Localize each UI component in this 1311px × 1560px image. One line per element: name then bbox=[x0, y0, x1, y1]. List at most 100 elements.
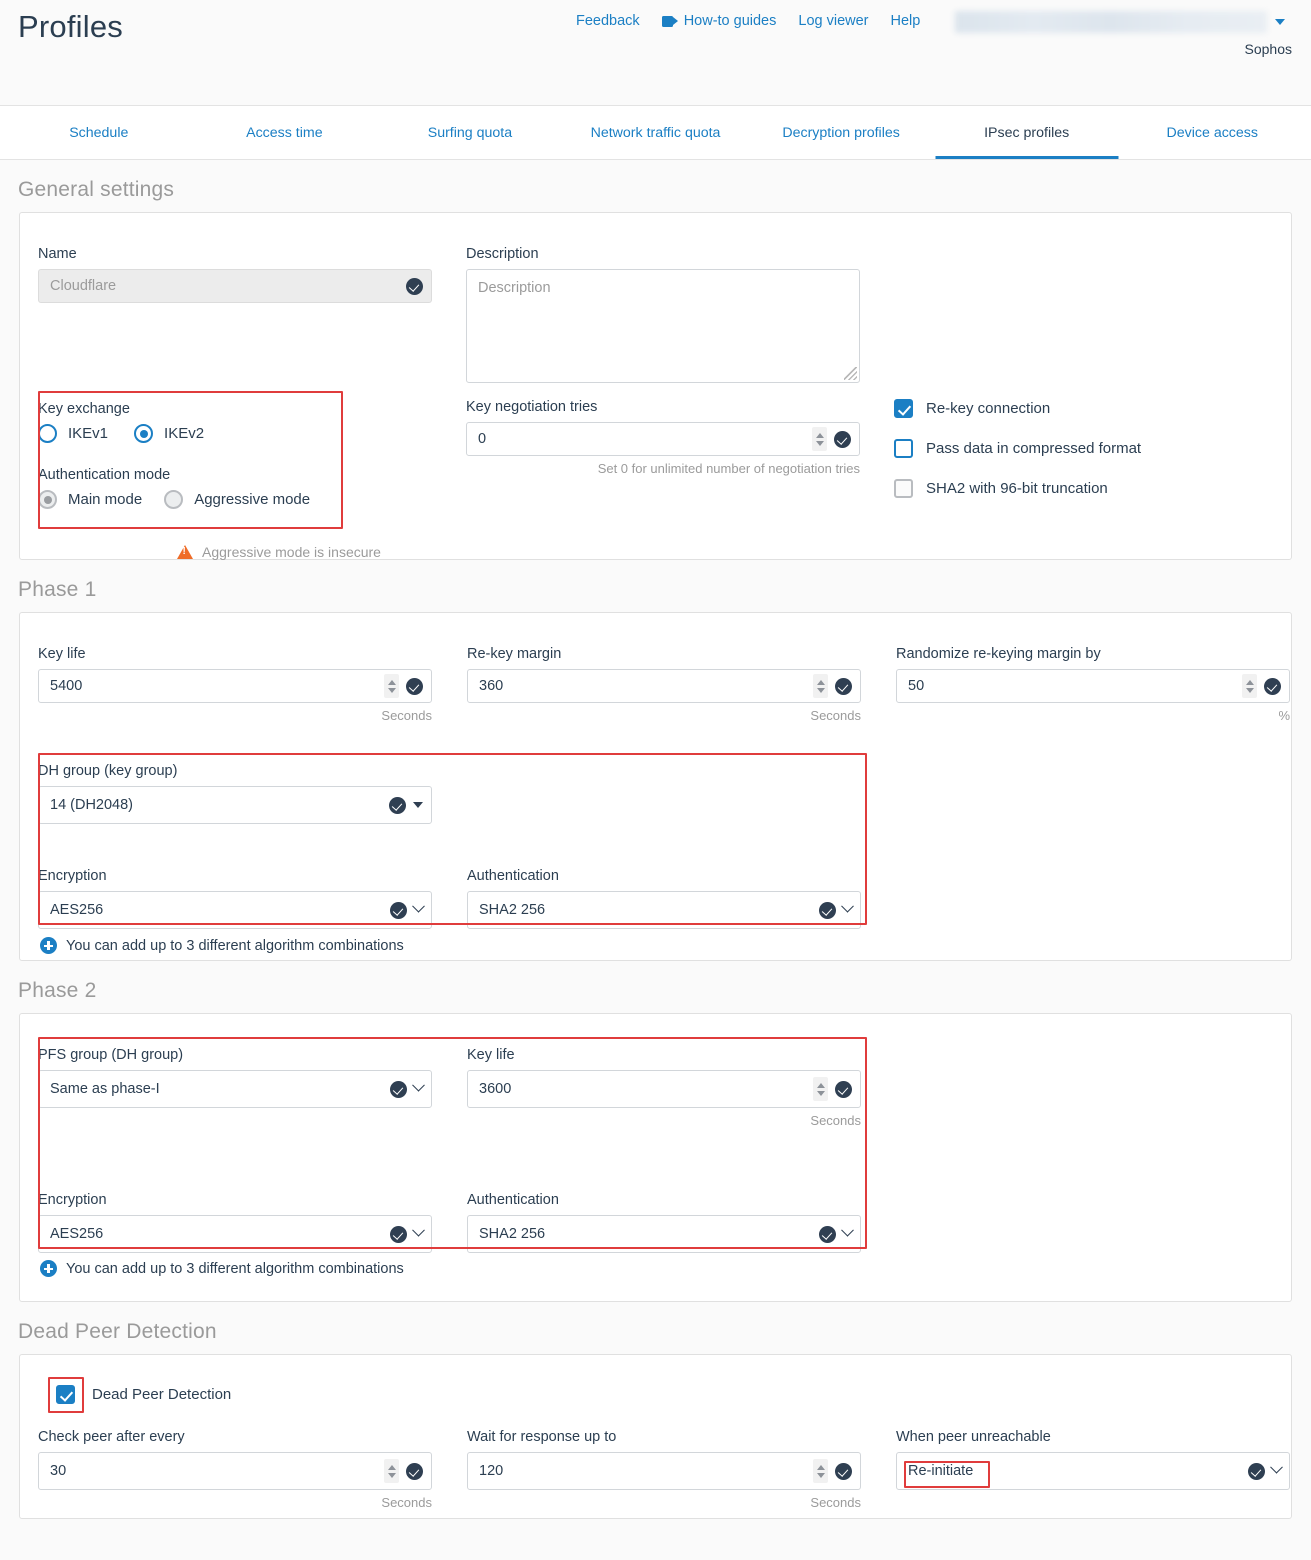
log-viewer-link[interactable]: Log viewer bbox=[798, 13, 869, 29]
phase2-pfs-group-select[interactable]: Same as phase-I bbox=[38, 1070, 432, 1108]
phase1-key-life-input[interactable]: 5400 bbox=[38, 669, 432, 703]
phase2-pfs-group-label: PFS group (DH group) bbox=[38, 1047, 184, 1063]
valid-check-icon bbox=[390, 1080, 407, 1098]
phase1-encryption-value: AES256 bbox=[50, 901, 104, 918]
warning-triangle-icon bbox=[177, 545, 193, 559]
header-links: Feedback How-to guides Log viewer Help bbox=[565, 13, 931, 29]
phase1-algo-row: Encryption AES256 Authentication SHA2 25… bbox=[38, 868, 861, 929]
number-stepper[interactable] bbox=[813, 674, 828, 698]
radio-ikev2[interactable] bbox=[134, 424, 154, 443]
tab-surfing-quota[interactable]: Surfing quota bbox=[427, 124, 513, 141]
radio-aggressive-mode[interactable] bbox=[164, 490, 184, 509]
aggressive-mode-warning-text: Aggressive mode is insecure bbox=[202, 544, 381, 560]
description-placeholder: Description bbox=[478, 280, 551, 296]
phase1-randomize-margin-label: Randomize re-keying margin by bbox=[896, 646, 1101, 662]
brand-label: Sophos bbox=[1244, 41, 1292, 57]
number-stepper[interactable] bbox=[384, 674, 399, 698]
phase1-title: Phase 1 bbox=[18, 578, 97, 601]
tab-schedule[interactable]: Schedule bbox=[69, 124, 129, 141]
auth-mode-label: Authentication mode bbox=[38, 467, 171, 483]
number-stepper[interactable] bbox=[384, 1459, 399, 1483]
help-link[interactable]: Help bbox=[890, 13, 921, 29]
radio-main-mode[interactable] bbox=[38, 490, 57, 509]
tab-decryption-profiles[interactable]: Decryption profiles bbox=[782, 124, 900, 141]
phase1-rekey-margin-group: Re-key margin 360 Seconds bbox=[467, 646, 861, 723]
key-negotiation-tries-value: 0 bbox=[478, 430, 487, 447]
phase2-key-life-input[interactable]: 3600 bbox=[467, 1070, 861, 1108]
key-negotiation-tries-input[interactable]: 0 bbox=[466, 422, 860, 456]
dpd-check-peer-label: Check peer after every bbox=[38, 1429, 185, 1445]
phase1-encryption-label: Encryption bbox=[38, 868, 107, 884]
phase1-dh-group-select[interactable]: 14 (DH2048) bbox=[38, 786, 432, 824]
checkbox-row-pass-data-compressed[interactable]: Pass data in compressed format bbox=[894, 439, 1274, 458]
chevron-down-icon bbox=[412, 1223, 425, 1237]
tab-access-time[interactable]: Access time bbox=[246, 124, 323, 141]
number-stepper[interactable] bbox=[813, 1459, 828, 1483]
phase2-authentication-select[interactable]: SHA2 256 bbox=[467, 1215, 861, 1253]
phase1-add-more-label: You can add up to 3 different algorithm … bbox=[66, 937, 404, 954]
phase1-randomize-margin-input[interactable]: 50 bbox=[896, 669, 1290, 703]
checkbox-pass-data-compressed[interactable] bbox=[894, 439, 913, 458]
phase1-authentication-value: SHA2 256 bbox=[479, 901, 546, 918]
phase1-rekey-margin-input[interactable]: 360 bbox=[467, 669, 861, 703]
checkbox-sha2-truncation[interactable] bbox=[894, 479, 913, 498]
key-negotiation-tries-label: Key negotiation tries bbox=[466, 399, 598, 415]
key-exchange-label: Key exchange bbox=[38, 401, 130, 417]
dpd-when-unreachable-value: Re-initiate bbox=[908, 1462, 974, 1479]
phase1-add-more[interactable]: You can add up to 3 different algorithm … bbox=[40, 937, 404, 954]
description-textarea[interactable]: Description bbox=[466, 269, 860, 383]
name-field-group: Name Cloudflare bbox=[38, 246, 432, 303]
tab-device-access[interactable]: Device access bbox=[1166, 124, 1258, 141]
dpd-when-unreachable-label: When peer unreachable bbox=[896, 1429, 1051, 1445]
chevron-down-icon bbox=[412, 1078, 425, 1092]
checkbox-rekey-connection-label: Re-key connection bbox=[926, 400, 1051, 417]
dpd-wait-response-value: 120 bbox=[479, 1462, 504, 1479]
checkbox-dead-peer-detection[interactable] bbox=[56, 1385, 75, 1404]
chevron-down-icon bbox=[841, 899, 854, 913]
checkbox-row-rekey-connection[interactable]: Re-key connection bbox=[894, 399, 1274, 418]
radio-ikev1[interactable] bbox=[38, 424, 57, 443]
tab-ipsec-profiles[interactable]: IPsec profiles bbox=[934, 106, 1120, 159]
video-camera-icon bbox=[661, 15, 678, 27]
page-header: Profiles Feedback How-to guides Log view… bbox=[0, 0, 1311, 105]
phase1-encryption-select[interactable]: AES256 bbox=[38, 891, 432, 929]
phase2-add-more[interactable]: You can add up to 3 different algorithm … bbox=[40, 1260, 404, 1277]
phase1-randomize-margin-unit: % bbox=[1278, 708, 1290, 723]
phase2-pfs-group-group: PFS group (DH group) Same as phase-I bbox=[38, 1047, 432, 1128]
valid-check-icon bbox=[1248, 1462, 1265, 1480]
phase2-authentication-group: Authentication SHA2 256 bbox=[467, 1192, 861, 1253]
page-title: Profiles bbox=[18, 9, 123, 44]
phase1-dh-group-group: DH group (key group) 14 (DH2048) bbox=[38, 763, 432, 824]
phase2-encryption-group: Encryption AES256 bbox=[38, 1192, 432, 1253]
auth-mode-radios: Main mode Aggressive mode bbox=[38, 490, 343, 509]
number-stepper[interactable] bbox=[1242, 674, 1257, 698]
resize-handle-icon[interactable] bbox=[844, 367, 857, 380]
user-name-masked bbox=[955, 11, 1267, 33]
phase2-encryption-select[interactable]: AES256 bbox=[38, 1215, 432, 1253]
dpd-wait-response-input[interactable]: 120 bbox=[467, 1452, 861, 1490]
tab-bar: Schedule Access time Surfing quota Netwo… bbox=[0, 105, 1311, 160]
phase1-key-life-group: Key life 5400 Seconds bbox=[38, 646, 432, 723]
dpd-wait-response-label: Wait for response up to bbox=[467, 1429, 617, 1445]
valid-check-icon bbox=[389, 796, 406, 814]
dpd-check-peer-input[interactable]: 30 bbox=[38, 1452, 432, 1490]
how-to-guides-link[interactable]: How-to guides bbox=[651, 13, 788, 29]
checkbox-row-sha2-truncation[interactable]: SHA2 with 96-bit truncation bbox=[894, 479, 1274, 498]
tab-network-traffic-quota[interactable]: Network traffic quota bbox=[590, 124, 721, 141]
phase2-pfs-group-value: Same as phase-I bbox=[50, 1080, 160, 1097]
phase1-panel: Key life 5400 Seconds Re-key margin 360 … bbox=[19, 612, 1292, 961]
key-negotiation-tries-group: Key negotiation tries 0 Set 0 for unlimi… bbox=[466, 399, 860, 476]
dpd-toggle-row[interactable]: Dead Peer Detection bbox=[56, 1385, 231, 1404]
name-value: Cloudflare bbox=[50, 277, 117, 294]
checkbox-rekey-connection[interactable] bbox=[894, 399, 913, 418]
number-stepper[interactable] bbox=[813, 1077, 828, 1101]
feedback-link[interactable]: Feedback bbox=[576, 13, 640, 29]
phase2-title: Phase 2 bbox=[18, 979, 97, 1002]
name-input[interactable]: Cloudflare bbox=[38, 269, 432, 303]
phase1-authentication-select[interactable]: SHA2 256 bbox=[467, 891, 861, 929]
number-stepper[interactable] bbox=[812, 427, 827, 451]
valid-check-icon bbox=[835, 1080, 852, 1098]
user-menu[interactable] bbox=[955, 11, 1285, 33]
dpd-when-unreachable-group: When peer unreachable Re-initiate bbox=[896, 1429, 1290, 1510]
dpd-when-unreachable-select[interactable]: Re-initiate bbox=[896, 1452, 1290, 1490]
